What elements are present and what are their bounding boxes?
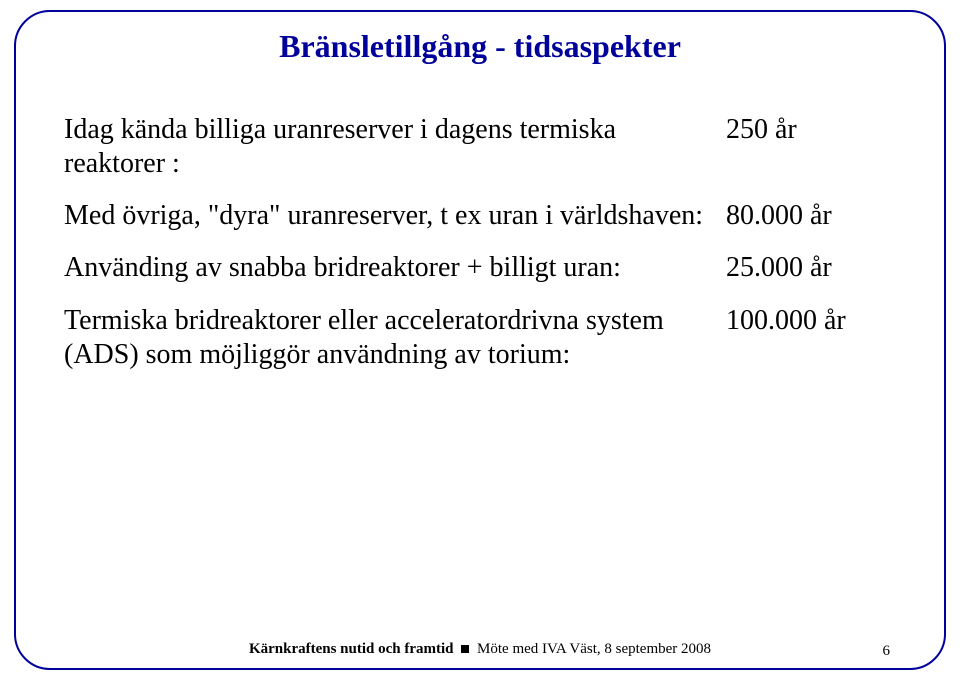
slide-frame: Bränsletillgång - tidsaspekter Idag känd…	[14, 10, 946, 670]
footer-subtitle: Möte med IVA Väst, 8 september 2008	[477, 641, 711, 657]
list-item: Använding av snabba bridreaktorer + bill…	[64, 251, 896, 285]
row-value: 100.000 år	[726, 304, 876, 338]
footer-title: Kärnkraftens nutid och framtid	[249, 641, 454, 657]
slide-title: Bränsletillgång - tidsaspekter	[64, 28, 896, 65]
row-description: Idag kända billiga uranreserver i dagens…	[64, 113, 726, 181]
slide: Bränsletillgång - tidsaspekter Idag känd…	[0, 0, 960, 692]
page-number: 6	[883, 643, 891, 660]
square-separator-icon	[461, 645, 469, 653]
row-description: Termiska bridreaktorer eller accelerator…	[64, 304, 726, 372]
row-value: 80.000 år	[726, 199, 876, 233]
list-item: Med övriga, "dyra" uranreserver, t ex ur…	[64, 199, 896, 233]
list-item: Idag kända billiga uranreserver i dagens…	[64, 113, 896, 181]
list-item: Termiska bridreaktorer eller accelerator…	[64, 304, 896, 372]
row-value: 25.000 år	[726, 251, 876, 285]
row-description: Med övriga, "dyra" uranreserver, t ex ur…	[64, 199, 726, 233]
footer: Kärnkraftens nutid och framtid Möte med …	[16, 641, 944, 658]
content-area: Idag kända billiga uranreserver i dagens…	[64, 113, 896, 372]
row-value: 250 år	[726, 113, 876, 147]
row-description: Använding av snabba bridreaktorer + bill…	[64, 251, 726, 285]
